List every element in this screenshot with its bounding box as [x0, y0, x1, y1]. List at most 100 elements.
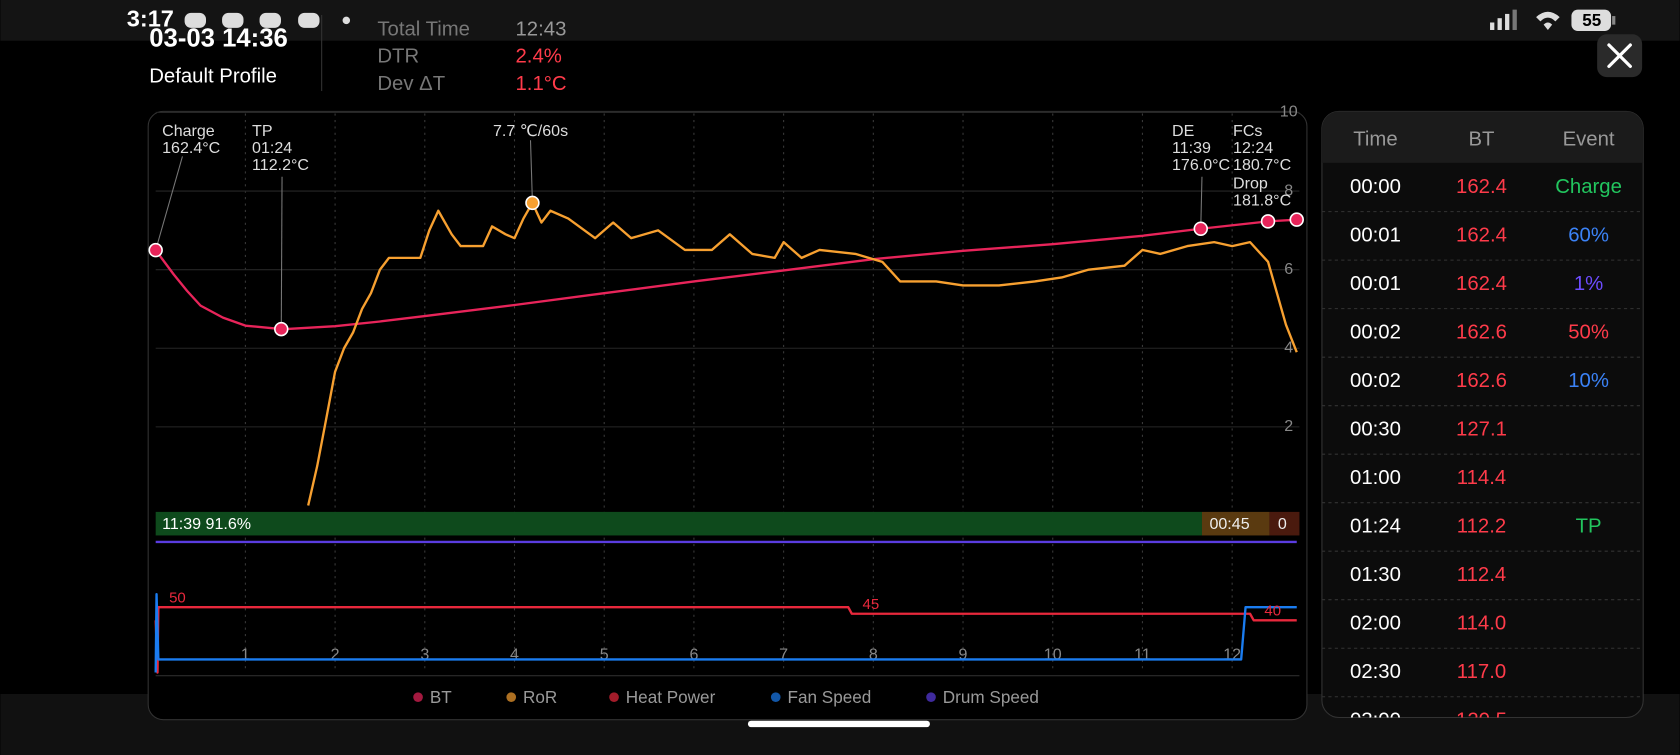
phase-label: 00:45 — [1209, 515, 1249, 533]
cell-time: 00:01 — [1350, 273, 1401, 295]
cell-time: 02:00 — [1350, 612, 1401, 634]
x-tick-label: 2 — [331, 646, 340, 664]
legend-swatch — [926, 692, 936, 702]
cell-bt: 162.6 — [1456, 370, 1507, 392]
phase-drop — [1269, 511, 1300, 536]
leader-line — [155, 156, 183, 251]
series-line — [154, 606, 1297, 674]
cell-bt: 117.0 — [1457, 661, 1506, 683]
annotation: TP — [252, 122, 273, 140]
event-marker — [148, 242, 163, 258]
data-label: 45 — [863, 596, 880, 613]
data-label: 50 — [169, 590, 186, 607]
column-header: Event — [1563, 129, 1615, 151]
annotation: Drop — [1233, 174, 1268, 192]
chart-panel — [147, 110, 1308, 721]
data-label: 40 — [1264, 603, 1281, 620]
stat-value: 12:43 — [516, 18, 567, 40]
leader-line — [1200, 176, 1203, 229]
cell-time: 00:02 — [1350, 321, 1401, 343]
stat-value: 2.4% — [516, 46, 562, 68]
status-time: 3:17 — [127, 6, 174, 32]
cell-time: 00:00 — [1350, 176, 1401, 198]
cell-bt: 112.4 — [1457, 564, 1506, 586]
cell-bt: 112.2 — [1457, 515, 1506, 537]
annotation: 176.0°C — [1172, 156, 1230, 174]
annotation: 7.7 ℃/60s — [493, 122, 568, 140]
cell-time: 01:30 — [1350, 564, 1401, 586]
x-tick-label: 8 — [869, 646, 878, 664]
legend-label: Heat Power — [626, 687, 716, 707]
event-marker — [274, 321, 289, 337]
legend-swatch — [770, 692, 781, 702]
x-tick-label: 7 — [779, 646, 788, 664]
cell-bt: 162.6 — [1456, 321, 1507, 343]
stat-value: 1.1°C — [516, 73, 567, 95]
event-marker — [1260, 214, 1276, 229]
cell-bt: 127.1 — [1456, 418, 1507, 440]
x-tick-label: 10 — [1044, 646, 1062, 664]
cell-event: 10% — [1568, 370, 1609, 392]
cell-time: 02:30 — [1350, 661, 1401, 683]
x-tick-label: 1 — [241, 646, 250, 664]
annotation: Charge — [162, 122, 215, 140]
column-header: BT — [1468, 129, 1494, 151]
column-header: Time — [1353, 129, 1397, 151]
legend-label: Fan Speed — [788, 687, 872, 707]
annotation: 162.4°C — [162, 139, 220, 157]
x-tick-label: 5 — [600, 646, 609, 664]
home-indicator — [747, 720, 930, 728]
cell-bt: 162.4 — [1456, 273, 1507, 295]
leader-line — [280, 176, 283, 330]
annotation: 180.7°C — [1233, 156, 1291, 174]
legend-label: RoR — [523, 687, 557, 707]
event-marker — [525, 195, 540, 211]
leader-line — [529, 140, 533, 203]
annotation: DE — [1172, 122, 1195, 140]
legend-label: BT — [430, 687, 452, 707]
close-icon[interactable] — [1607, 43, 1632, 69]
annotation: 01:24 — [252, 139, 292, 157]
close-button[interactable] — [1597, 34, 1643, 78]
annotation: 181.8°C — [1233, 192, 1291, 210]
x-tick-label: 4 — [510, 646, 519, 664]
cell-event: Charge — [1555, 176, 1622, 198]
x-tick-label: 12 — [1223, 646, 1241, 664]
legend-swatch — [413, 692, 423, 702]
series-line — [154, 592, 1297, 673]
y-tick-label: 8 — [1284, 181, 1293, 199]
y-tick-label: 6 — [1284, 260, 1293, 278]
annotation: 11:39 — [1172, 139, 1211, 157]
cell-time: 00:02 — [1350, 370, 1401, 392]
cell-time: 00:01 — [1350, 224, 1401, 246]
phase-development — [155, 511, 1202, 536]
x-tick-label: 3 — [420, 646, 429, 664]
stat-label: DTR — [377, 46, 419, 68]
cell-bt: 162.4 — [1456, 224, 1507, 246]
cell-bt: 114.4 — [1457, 467, 1506, 489]
session-title: 03-03 14:36 — [149, 24, 288, 52]
y-tick-label: 4 — [1284, 339, 1293, 357]
status-icons — [184, 9, 1616, 32]
legend-swatch — [506, 692, 517, 702]
x-tick-label: 6 — [689, 646, 698, 664]
stat-label: Total Time — [377, 18, 470, 40]
event-marker — [1193, 221, 1208, 237]
annotation: 112.2°C — [252, 156, 309, 174]
table-header-bg — [1321, 111, 1644, 163]
cell-bt: 120.5 — [1456, 709, 1507, 731]
series-line — [154, 218, 1297, 331]
y-tick-label: 10 — [1280, 103, 1298, 121]
cell-event: 60% — [1568, 224, 1609, 246]
x-tick-label: 9 — [959, 646, 968, 664]
annotation: FCs — [1233, 122, 1262, 140]
series-line — [307, 201, 1298, 506]
cell-time: 01:00 — [1350, 467, 1401, 489]
cell-time: 01:24 — [1350, 515, 1401, 537]
y-tick-label: 2 — [1284, 417, 1293, 435]
battery-level: 55 — [1582, 10, 1602, 30]
cell-event: 1% — [1574, 273, 1603, 295]
x-tick-label: 11 — [1134, 646, 1151, 664]
